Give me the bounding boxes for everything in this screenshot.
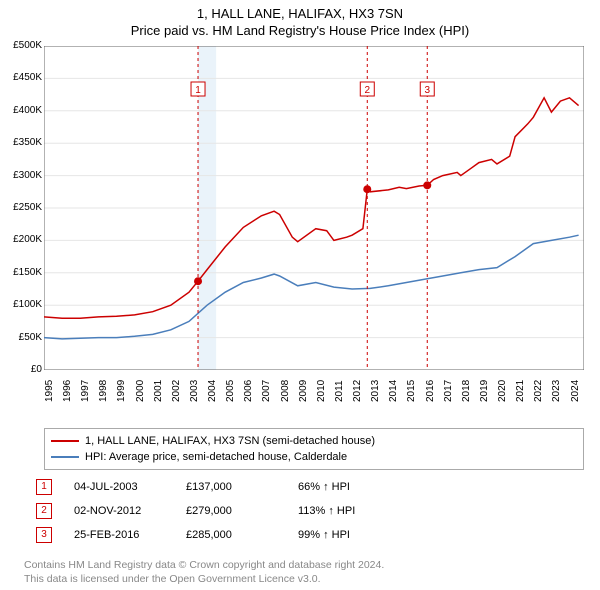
sale-date: 04-JUL-2003 <box>74 476 184 498</box>
sale-pct: 99% ↑ HPI <box>298 524 365 546</box>
x-tick-label: 2002 <box>171 380 182 402</box>
x-tick-label: 2020 <box>497 380 508 402</box>
table-row: 2 02-NOV-2012 £279,000 113% ↑ HPI <box>32 500 365 522</box>
x-tick-label: 2011 <box>334 380 345 402</box>
x-tick-label: 1996 <box>62 380 73 402</box>
svg-text:1: 1 <box>195 85 201 96</box>
y-tick-label: £500K <box>4 40 42 51</box>
legend-swatch-2 <box>51 456 79 458</box>
x-tick-label: 1998 <box>98 380 109 402</box>
x-tick-label: 1997 <box>80 380 91 402</box>
footer: Contains HM Land Registry data © Crown c… <box>24 558 384 586</box>
sale-date: 02-NOV-2012 <box>74 500 184 522</box>
y-tick-label: £200K <box>4 234 42 245</box>
legend-item-2: HPI: Average price, semi-detached house,… <box>51 449 577 465</box>
x-tick-label: 2008 <box>280 380 291 402</box>
legend-label-2: HPI: Average price, semi-detached house,… <box>85 451 347 463</box>
y-tick-label: £350K <box>4 137 42 148</box>
sale-pct: 113% ↑ HPI <box>298 500 365 522</box>
x-tick-label: 1999 <box>116 380 127 402</box>
x-tick-label: 2003 <box>189 380 200 402</box>
sale-price: £285,000 <box>186 524 296 546</box>
sale-marker-3: 3 <box>36 527 52 543</box>
sale-price: £137,000 <box>186 476 296 498</box>
y-tick-label: £0 <box>4 364 42 375</box>
chart-title-address: 1, HALL LANE, HALIFAX, HX3 7SN <box>0 6 600 21</box>
x-tick-label: 2000 <box>135 380 146 402</box>
chart-plot: 1 2 3 <box>44 46 584 370</box>
x-tick-label: 2012 <box>352 380 363 402</box>
x-tick-label: 2001 <box>153 380 164 402</box>
x-tick-label: 2005 <box>225 380 236 402</box>
x-tick-label: 2014 <box>388 380 399 402</box>
sale-marker-1: 1 <box>36 479 52 495</box>
x-tick-label: 1995 <box>44 380 55 402</box>
sale-marker-2: 2 <box>36 503 52 519</box>
x-tick-label: 2010 <box>316 380 327 402</box>
y-tick-label: £300K <box>4 170 42 181</box>
legend-swatch-1 <box>51 440 79 442</box>
sale-pct: 66% ↑ HPI <box>298 476 365 498</box>
legend-item-1: 1, HALL LANE, HALIFAX, HX3 7SN (semi-det… <box>51 433 577 449</box>
table-row: 3 25-FEB-2016 £285,000 99% ↑ HPI <box>32 524 365 546</box>
x-tick-label: 2017 <box>443 380 454 402</box>
y-tick-label: £400K <box>4 105 42 116</box>
x-tick-label: 2019 <box>479 380 490 402</box>
footer-line-2: This data is licensed under the Open Gov… <box>24 572 384 586</box>
x-tick-label: 2023 <box>551 380 562 402</box>
x-tick-label: 2022 <box>533 380 544 402</box>
sale-price: £279,000 <box>186 500 296 522</box>
x-tick-label: 2018 <box>461 380 472 402</box>
x-tick-label: 2009 <box>298 380 309 402</box>
svg-text:2: 2 <box>364 85 370 96</box>
y-tick-label: £250K <box>4 202 42 213</box>
table-row: 1 04-JUL-2003 £137,000 66% ↑ HPI <box>32 476 365 498</box>
y-tick-label: £50K <box>4 332 42 343</box>
x-tick-label: 2016 <box>425 380 436 402</box>
x-tick-label: 2007 <box>261 380 272 402</box>
x-tick-label: 2004 <box>207 380 218 402</box>
x-tick-label: 2024 <box>570 380 581 402</box>
footer-line-1: Contains HM Land Registry data © Crown c… <box>24 558 384 572</box>
x-tick-label: 2021 <box>515 380 526 402</box>
y-tick-label: £100K <box>4 299 42 310</box>
x-tick-label: 2006 <box>243 380 254 402</box>
chart-title-sub: Price paid vs. HM Land Registry's House … <box>0 23 600 38</box>
legend: 1, HALL LANE, HALIFAX, HX3 7SN (semi-det… <box>44 428 584 470</box>
svg-text:3: 3 <box>424 85 430 96</box>
title-block: 1, HALL LANE, HALIFAX, HX3 7SN Price pai… <box>0 0 600 38</box>
chart-container: 1, HALL LANE, HALIFAX, HX3 7SN Price pai… <box>0 0 600 590</box>
sales-table: 1 04-JUL-2003 £137,000 66% ↑ HPI 2 02-NO… <box>30 474 367 548</box>
y-tick-label: £150K <box>4 267 42 278</box>
sale-date: 25-FEB-2016 <box>74 524 184 546</box>
x-tick-label: 2013 <box>370 380 381 402</box>
y-tick-label: £450K <box>4 72 42 83</box>
legend-label-1: 1, HALL LANE, HALIFAX, HX3 7SN (semi-det… <box>85 435 375 447</box>
x-tick-label: 2015 <box>406 380 417 402</box>
